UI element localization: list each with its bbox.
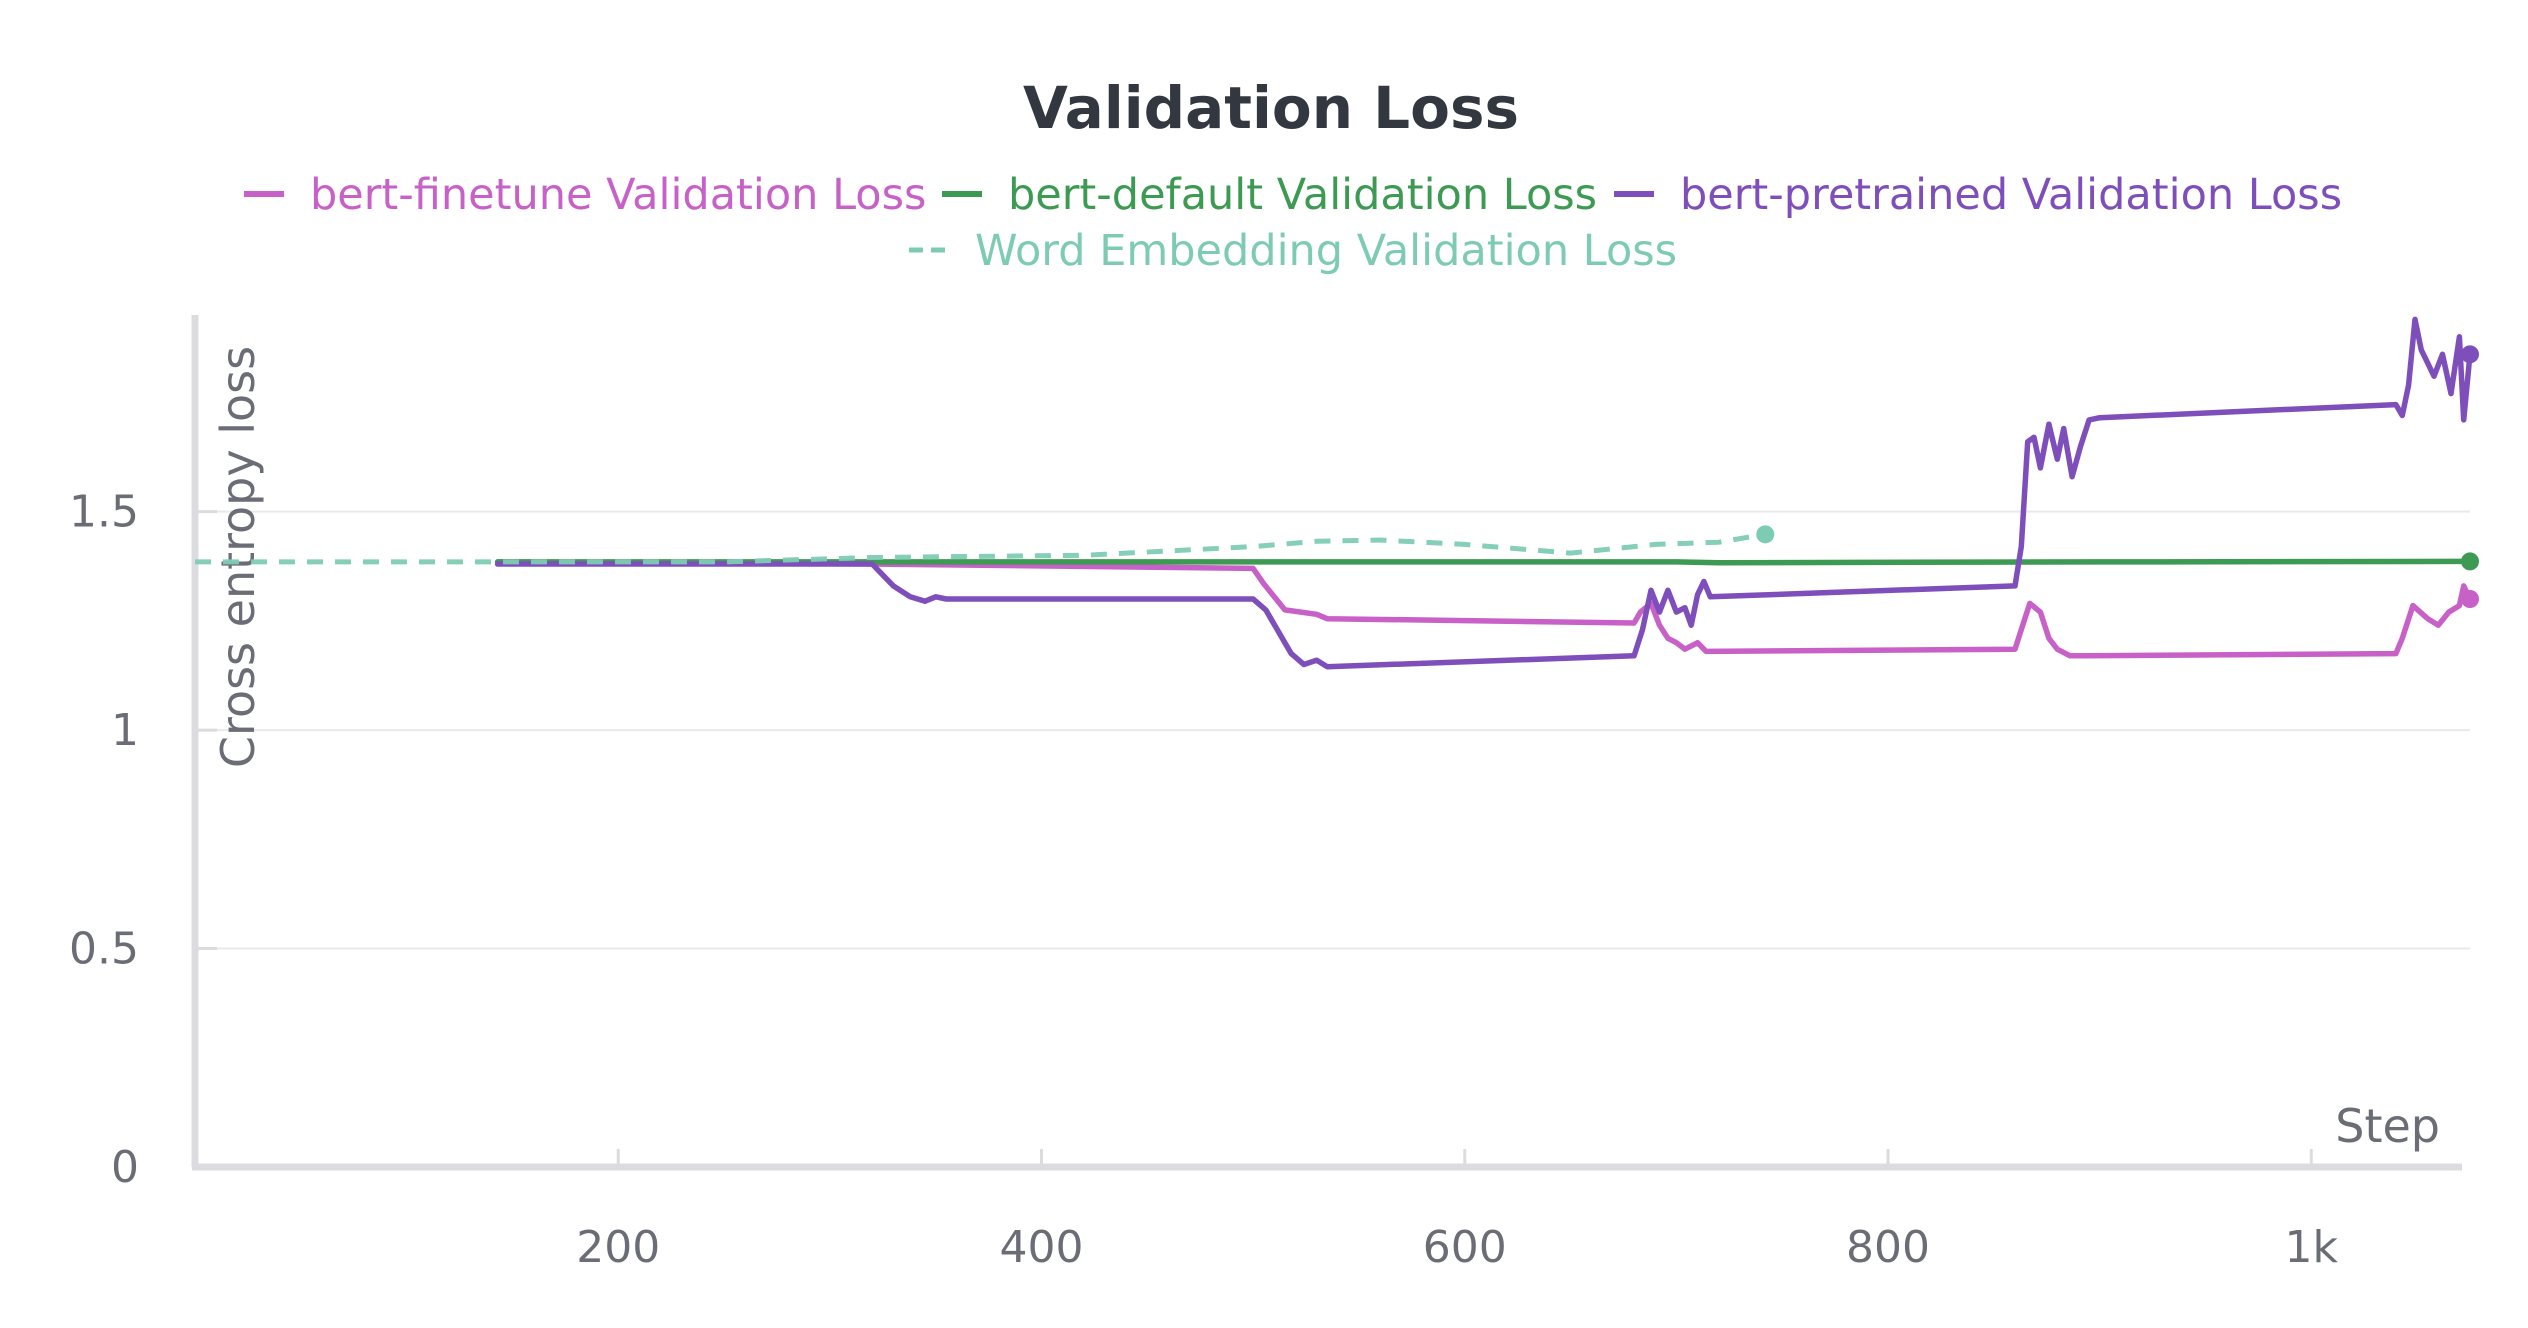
series-line-bert-default-validation-loss <box>494 558 2473 566</box>
series-line-word-embedding-validation-loss <box>195 531 1766 565</box>
series-end-marker-bert-finetune-validation-loss <box>2461 590 2479 608</box>
y-axis-label: Cross entropy loss <box>211 346 265 768</box>
series-line-bert-finetune-validation-loss <box>494 559 2473 659</box>
chart-legend: bert-finetune Validation Loss bert-defaul… <box>244 170 2342 276</box>
legend-item-word-embedding-validation-loss[interactable]: Word Embedding Validation Loss <box>909 226 1677 276</box>
x-tick-label: 800 <box>1846 1222 1930 1273</box>
x-axis-ticks: 200 400 600 800 1k <box>576 1149 2339 1273</box>
y-tick-label: 0 <box>111 1142 139 1193</box>
chart-series <box>195 316 2479 670</box>
x-tick-label: 600 <box>1423 1222 1507 1273</box>
legend-item-bert-pretrained-validation-loss[interactable]: bert-pretrained Validation Loss <box>1614 170 2342 220</box>
x-tick-label: 200 <box>576 1222 660 1273</box>
y-tick-label: 0.5 <box>69 924 139 975</box>
x-axis-label: Step <box>2335 1099 2440 1153</box>
y-tick-label: 1 <box>111 705 139 756</box>
series-line-bert-pretrained-validation-loss <box>494 316 2473 670</box>
chart-title: Validation Loss <box>1023 74 1519 142</box>
legend-item-bert-finetune-validation-loss[interactable]: bert-finetune Validation Loss <box>244 170 926 220</box>
legend-label: bert-default Validation Loss <box>1008 170 1597 220</box>
y-axis-ticks: 0 0.5 1 1.5 <box>69 487 217 1193</box>
series-end-marker-bert-pretrained-validation-loss <box>2461 345 2479 364</box>
chart-axes <box>191 315 2462 1171</box>
series-end-marker-bert-default-validation-loss <box>2461 552 2479 571</box>
x-tick-label: 1k <box>2285 1222 2339 1273</box>
series-end-marker-word-embedding-validation-loss <box>1756 525 1775 544</box>
legend-item-bert-default-validation-loss[interactable]: bert-default Validation Loss <box>942 170 1597 220</box>
legend-label: bert-finetune Validation Loss <box>310 170 926 220</box>
legend-label: Word Embedding Validation Loss <box>975 226 1677 276</box>
y-tick-label: 1.5 <box>69 487 139 538</box>
chart-grid <box>195 510 2470 950</box>
legend-label: bert-pretrained Validation Loss <box>1680 170 2342 220</box>
x-tick-label: 400 <box>1000 1222 1084 1273</box>
